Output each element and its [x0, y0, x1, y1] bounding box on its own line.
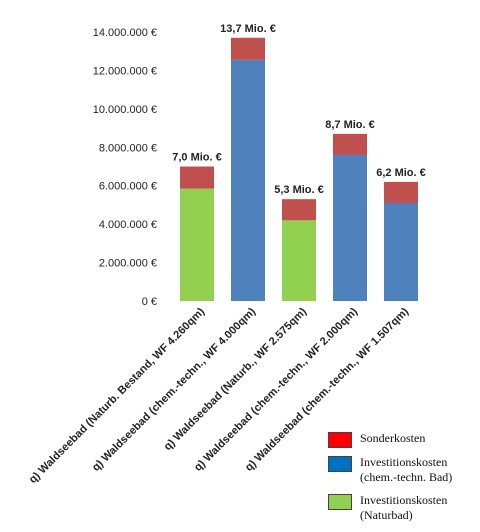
legend-item-investitionskosten-natur: Investitionskosten (Naturbad)	[328, 493, 478, 531]
y-tick-label: 2.000.000 €	[99, 258, 157, 270]
bar-total-label: 6,2 Mio. €	[376, 167, 426, 179]
bar-investment-segment	[282, 220, 316, 301]
legend: Sonderkosten Investitionskosten (chem.-t…	[328, 431, 478, 531]
bar-investment-segment	[231, 59, 265, 301]
y-axis-tick-labels: 0 € 2.000.000 € 4.000.000 € 6.000.000 € 8.00…	[93, 27, 157, 308]
y-tick-label: 10.000.000 €	[93, 104, 157, 116]
bar-total-label: 8,7 Mio. €	[325, 119, 375, 131]
x-tick-label: q) Waldseebad (Naturb. Bestand, WF 4.260…	[27, 305, 207, 485]
y-tick-label: 12.000.000 €	[93, 65, 157, 77]
bar-total-label: 7,0 Mio. €	[172, 152, 222, 164]
y-tick-label: 0 €	[142, 296, 157, 308]
bars	[180, 37, 418, 301]
legend-swatch-green-square	[328, 494, 352, 510]
bar-total-label: 13,7 Mio. €	[220, 23, 276, 35]
legend-swatch-blue-square	[328, 456, 352, 472]
bar-investment-segment	[180, 188, 214, 301]
y-tick-label: 14.000.000 €	[93, 27, 157, 39]
bar-total-label: 5,3 Mio. €	[274, 184, 324, 196]
bar-total-labels: 7,0 Mio. € 13,7 Mio. € 5,3 Mio. € 8,7 Mio. …	[172, 23, 426, 196]
bar-special-cost-segment	[180, 166, 214, 189]
legend-item-sonderkosten: Sonderkosten	[328, 431, 478, 455]
y-tick-label: 6.000.000 €	[99, 181, 157, 193]
legend-label: Investitionskosten (Naturbad)	[360, 493, 448, 522]
bar-special-cost-segment	[231, 37, 265, 60]
y-tick-label: 4.000.000 €	[99, 219, 157, 231]
bar-special-cost-segment	[282, 199, 316, 221]
y-tick-label: 8.000.000 €	[99, 142, 157, 154]
bar-investment-segment	[384, 203, 418, 301]
legend-label: Investitionskosten (chem.-techn. Bad)	[360, 455, 453, 484]
legend-item-investitionskosten-chem: Investitionskosten (chem.-techn. Bad)	[328, 455, 478, 493]
bar-special-cost-segment	[384, 181, 418, 204]
legend-swatch-red-square	[328, 432, 352, 448]
legend-label: Sonderkosten	[360, 431, 426, 445]
bar-special-cost-segment	[333, 133, 367, 155]
bar-investment-segment	[333, 154, 367, 301]
